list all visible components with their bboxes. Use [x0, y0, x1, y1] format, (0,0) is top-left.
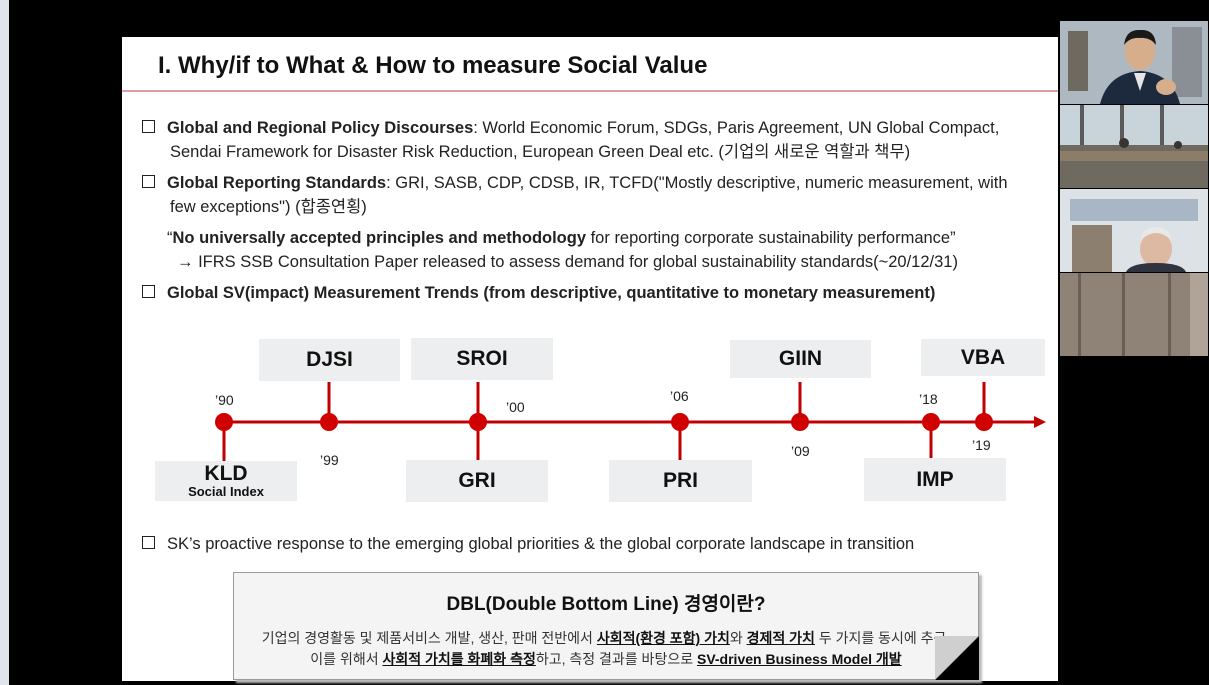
dot-kld: [215, 413, 233, 431]
dot-imp: [922, 413, 940, 431]
timeline-box-sroi: SROI: [411, 338, 553, 380]
timeline-box-gri: GRI: [406, 460, 548, 502]
conference-room-video-image: [1060, 105, 1208, 188]
checkbox-bullet-icon: [142, 175, 155, 189]
video-tile-presenter[interactable]: [1060, 21, 1208, 104]
dbl-description-line1: 기업의 경영활동 및 제품서비스 개발, 생산, 판매 전반에서 사회적(환경 …: [261, 630, 951, 646]
presentation-slide: I. Why/if to What & How to measure Socia…: [122, 37, 1058, 681]
timeline-box-pri: PRI: [609, 460, 752, 502]
timeline-box-imp: IMP: [864, 458, 1006, 501]
presenter-video-image: [1060, 21, 1208, 104]
dot-giin: [791, 413, 809, 431]
dbl-description-line2: 이를 위해서 사회적 가치를 화폐화 측정하고, 측정 결과를 바탕으로 SV-…: [310, 651, 902, 667]
wood-panel-video-image: [1060, 273, 1208, 356]
timeline-box-kld: KLD Social Index: [155, 461, 297, 501]
year-label-18: ’18: [919, 391, 938, 407]
video-tile-conference-room[interactable]: [1060, 105, 1208, 188]
title-divider: [122, 90, 1058, 92]
checkbox-bullet-icon: [142, 120, 155, 134]
year-label-09: ’09: [791, 443, 810, 459]
dot-pri: [671, 413, 689, 431]
timeline-graphic: [215, 382, 1046, 462]
dot-djsi: [320, 413, 338, 431]
timeline-box-djsi: DJSI: [259, 339, 400, 381]
dbl-title: DBL(Double Bottom Line) 경영이란?: [446, 594, 766, 615]
bullet-reporting-standards: Global Reporting Standards: GRI, SASB, C…: [142, 171, 1008, 219]
checkbox-bullet-icon: [142, 285, 155, 299]
timeline-box-giin: GIIN: [730, 340, 871, 378]
year-label-06: ’06: [670, 388, 689, 404]
video-tile-empty[interactable]: [1060, 273, 1208, 356]
arrow-line: → IFRS SSB Consultation Paper released t…: [177, 253, 958, 271]
year-label-99: ’99: [320, 452, 339, 468]
video-tile-participant[interactable]: [1060, 189, 1208, 272]
dbl-callout-box: DBL(Double Bottom Line) 경영이란? 기업의 경영활동 및…: [233, 572, 979, 680]
bullet-measurement-trends: Global SV(impact) Measurement Trends (fr…: [142, 281, 935, 305]
dot-sroi-gri: [469, 413, 487, 431]
bullet-sk-response: SK’s proactive response to the emerging …: [142, 532, 914, 556]
dot-vba: [975, 413, 993, 431]
bullet-policy-discourses: Global and Regional Policy Discourses: W…: [142, 116, 999, 164]
checkbox-bullet-icon: [142, 536, 155, 550]
year-label-90: ’90: [215, 392, 234, 408]
timeline-box-vba: VBA: [921, 339, 1045, 376]
year-label-19: ’19: [972, 437, 991, 453]
participant-video-image: [1060, 189, 1208, 272]
slide-title: I. Why/if to What & How to measure Socia…: [158, 52, 708, 79]
page-fold-corner-icon: [935, 636, 979, 680]
window-left-edge: [0, 0, 9, 685]
quote-block: “No universally accepted principles and …: [167, 229, 958, 271]
year-label-00: ’00: [506, 399, 525, 415]
timeline-arrowhead-icon: [1034, 416, 1046, 428]
